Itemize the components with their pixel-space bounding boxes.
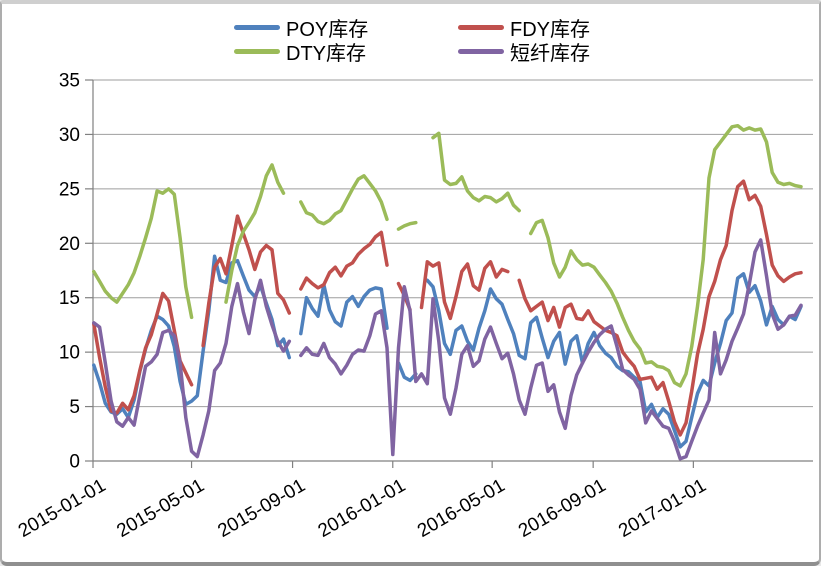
series-line-短纤库存: [299, 238, 803, 461]
series-line-DTY库存: [92, 187, 194, 320]
duanxian-line-swatch-icon: [458, 49, 504, 54]
series-line-DTY库存: [396, 220, 418, 231]
y-tick-label: 10: [59, 343, 80, 364]
x-tick-label: 2015-05-01: [113, 475, 208, 542]
series-line-DTY库存: [224, 163, 286, 304]
legend-item-fdy: FDY库存: [458, 16, 682, 41]
y-tick-label: 20: [59, 234, 80, 255]
series-line-POY库存: [299, 282, 389, 336]
x-tick-label: 2016-05-01: [414, 475, 509, 542]
poy-line-swatch-icon: [234, 25, 280, 30]
x-tick-label: 2015-01-01: [15, 475, 110, 542]
y-tick-label: 15: [59, 288, 80, 309]
legend-item-poy: POY库存: [234, 16, 458, 41]
legend-label-poy: POY库存: [286, 19, 369, 41]
legend-item-dty: DTY库存: [234, 40, 458, 65]
series-line-DTY库存: [299, 174, 389, 226]
legend-item-duanxian: 短纤库存: [458, 40, 682, 65]
line-chart-plot-area: 0 5 10 15 20 25 30 35 2015-01-01 2015-05-01 2015-0…: [15, 71, 813, 542]
y-tick-label: 0: [69, 452, 80, 473]
series-line-FDY库存: [299, 230, 389, 291]
y-tick-label: 35: [59, 71, 80, 92]
x-tick-label: 2016-01-01: [315, 475, 410, 542]
x-tick-label: 2016-09-01: [515, 475, 610, 542]
dty-line-swatch-icon: [234, 49, 280, 54]
y-tick-label: 5: [69, 397, 80, 418]
series-line-短纤库存: [92, 278, 292, 459]
x-tick-label: 2015-09-01: [214, 475, 309, 542]
chart-legend: POY库存 FDY库存 DTY库存 短纤库存: [234, 16, 682, 65]
legend-label-fdy: FDY库存: [510, 19, 590, 41]
series-line-DTY库存: [431, 131, 521, 213]
legend-label-duanxian: 短纤库存: [510, 43, 590, 65]
legend-label-dty: DTY库存: [286, 43, 366, 65]
y-tick-label: 25: [59, 179, 80, 200]
series-line-FDY库存: [419, 260, 510, 321]
series-line-POY库存: [425, 272, 803, 449]
y-tick-label: 30: [59, 125, 80, 146]
series-line-FDY库存: [517, 179, 803, 437]
series-line-POY库存: [396, 361, 418, 383]
fdy-line-swatch-icon: [458, 25, 504, 30]
x-tick-label: 2017-01-01: [615, 475, 710, 542]
series-line-FDY库存: [201, 214, 292, 348]
series-line-DTY库存: [528, 123, 803, 388]
